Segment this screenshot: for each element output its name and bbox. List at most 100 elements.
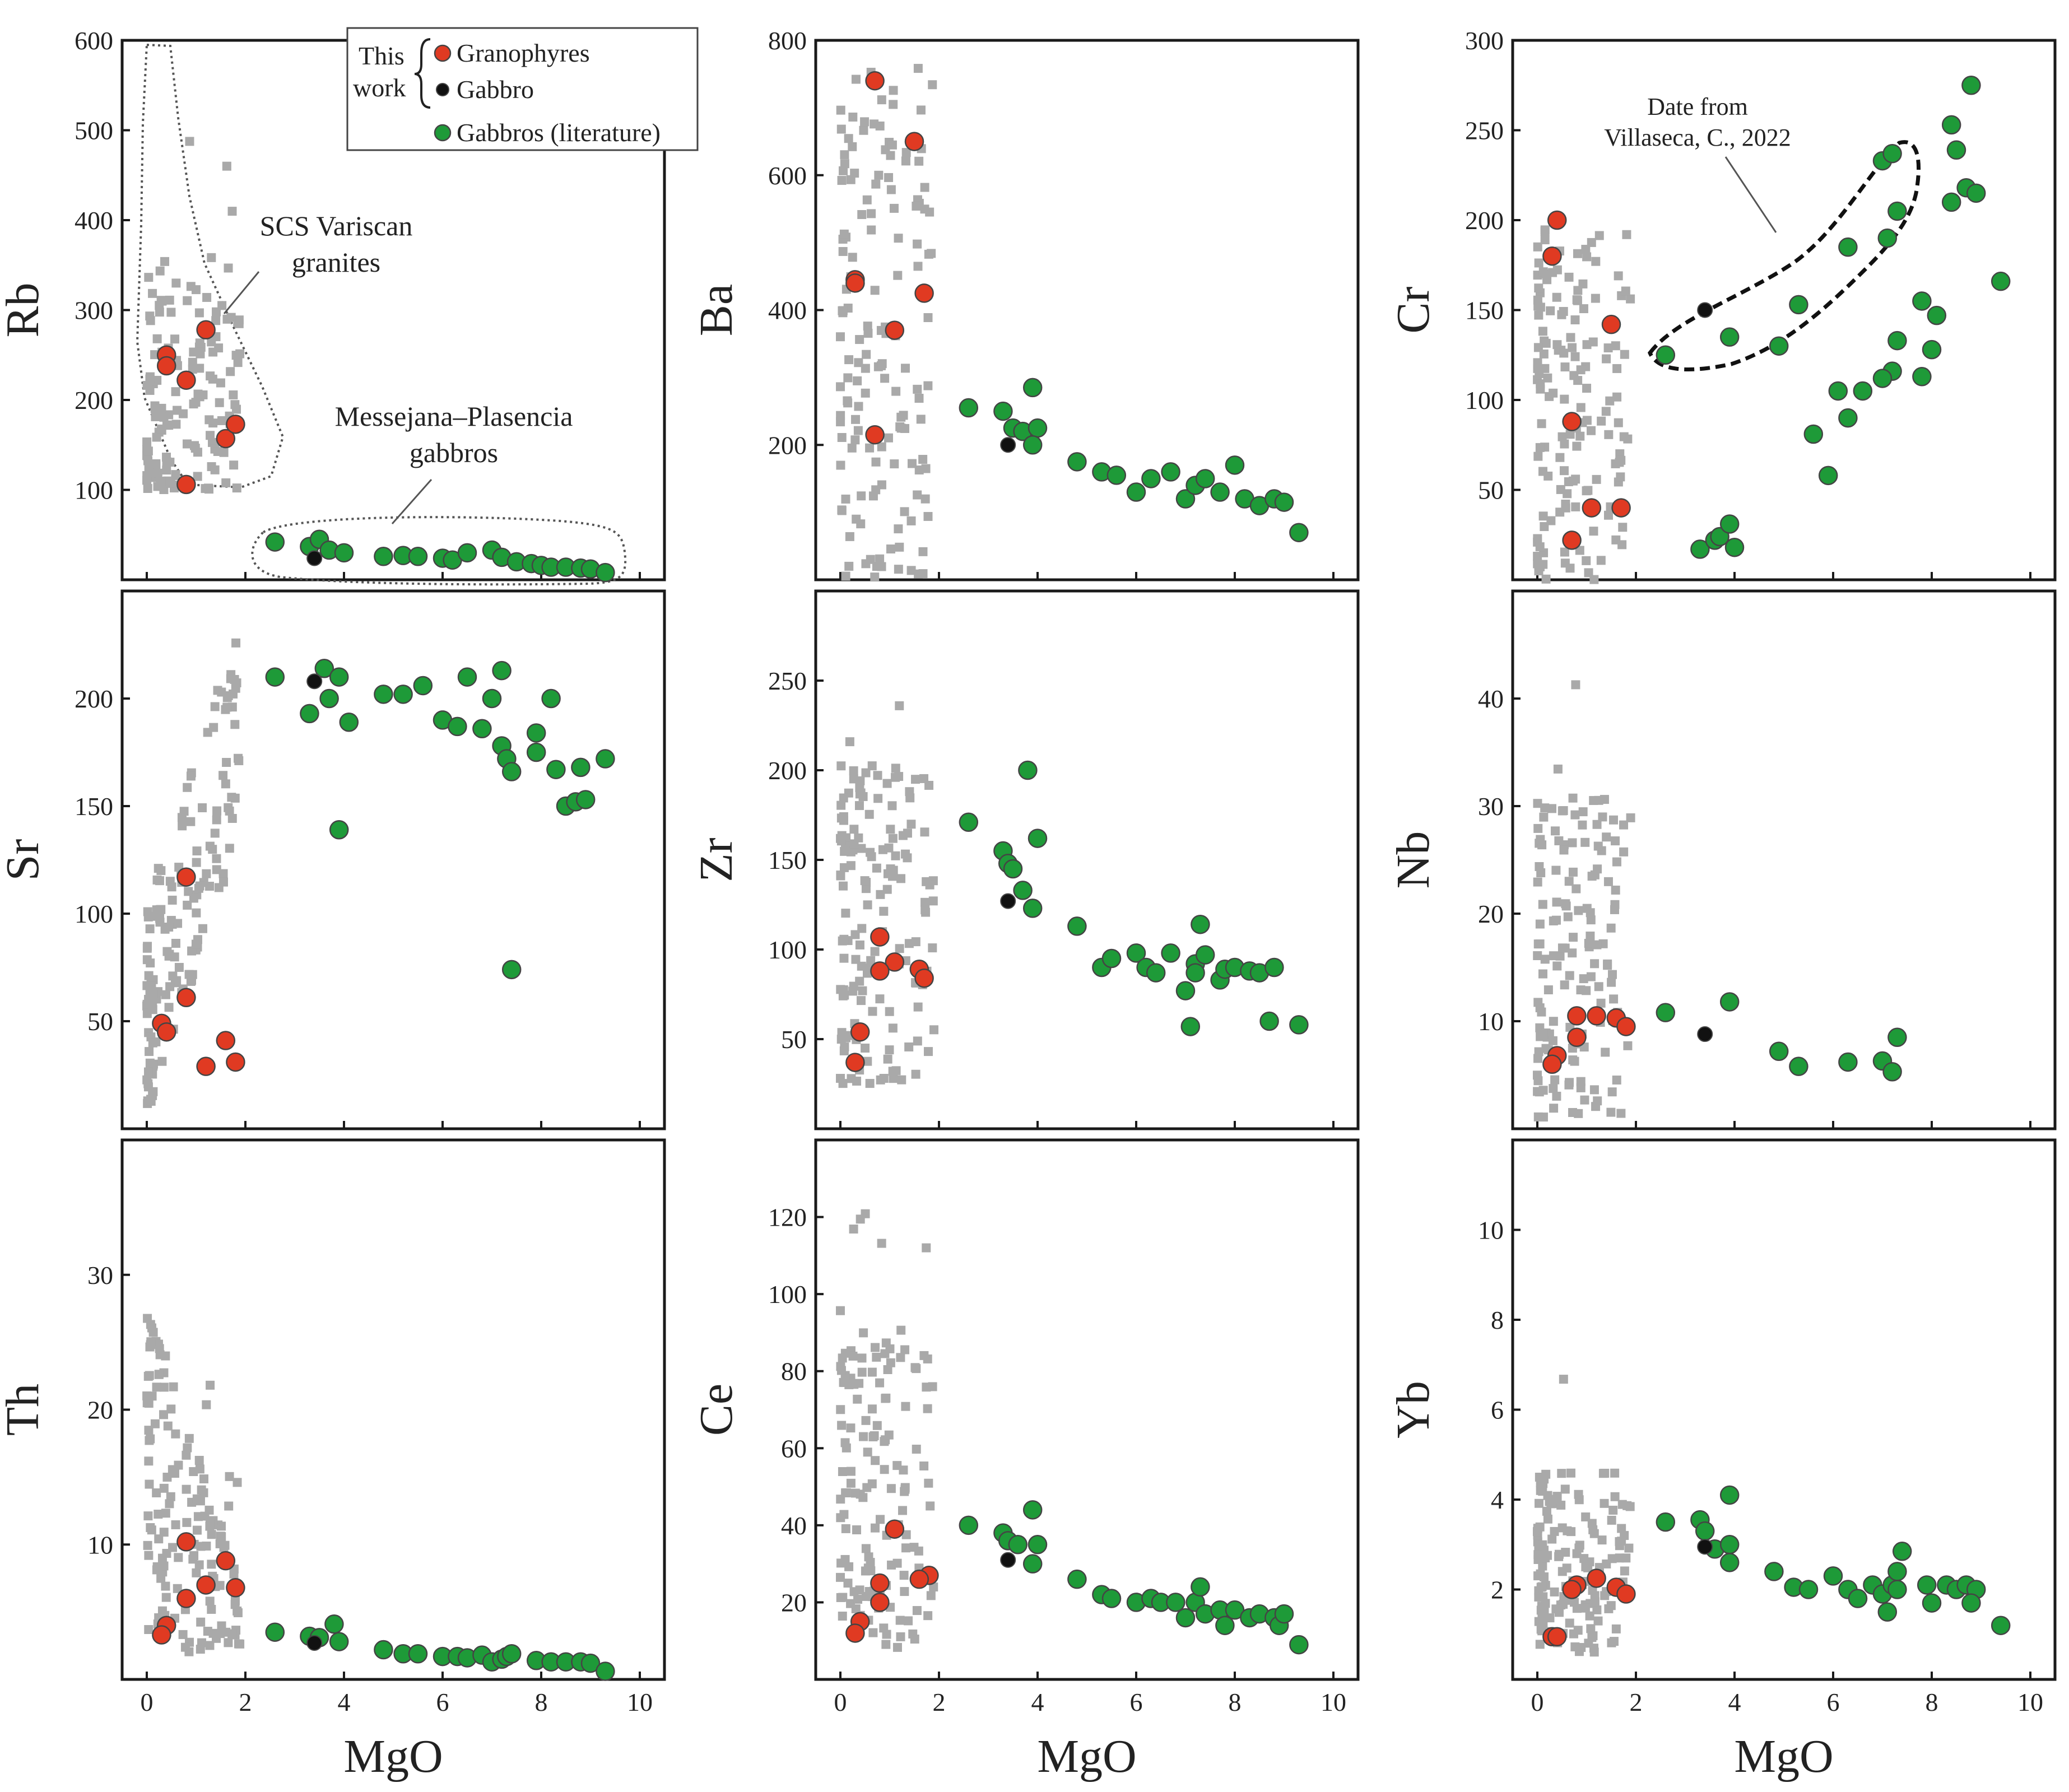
gabbro-literature-point bbox=[1101, 948, 1122, 969]
granophyre-point bbox=[176, 370, 196, 390]
granite-point bbox=[905, 787, 914, 797]
gabbro-literature-point bbox=[300, 704, 319, 724]
granite-point bbox=[872, 1421, 882, 1430]
granite-point bbox=[1584, 938, 1593, 948]
granite-point bbox=[836, 761, 846, 771]
granite-point bbox=[913, 490, 922, 500]
granite-point bbox=[849, 825, 859, 834]
granite-point bbox=[207, 1560, 216, 1569]
granite-point bbox=[155, 301, 164, 310]
granite-point bbox=[1571, 474, 1580, 484]
granite-point bbox=[928, 943, 937, 953]
granite-point bbox=[183, 1443, 192, 1453]
gabbro-literature-point bbox=[1210, 482, 1230, 502]
granite-point bbox=[1626, 813, 1635, 822]
granite-point bbox=[1564, 877, 1574, 886]
granite-point bbox=[143, 456, 152, 466]
granite-point bbox=[1560, 558, 1570, 568]
mp-label-line1: Messejana–Plasencia bbox=[335, 401, 573, 432]
granite-point bbox=[216, 378, 225, 388]
granite-point bbox=[1541, 338, 1551, 348]
granite-point bbox=[1623, 434, 1633, 444]
granite-point bbox=[879, 906, 889, 916]
granite-point bbox=[1560, 394, 1569, 404]
granite-point bbox=[864, 809, 874, 819]
granite-point bbox=[1534, 1617, 1543, 1626]
granite-point bbox=[170, 1469, 179, 1478]
granite-point bbox=[164, 421, 174, 430]
granite-point bbox=[165, 877, 175, 886]
granite-point bbox=[1584, 568, 1593, 578]
granite-point bbox=[899, 1571, 909, 1580]
granite-point bbox=[1615, 1541, 1624, 1551]
granite-point bbox=[1538, 900, 1547, 909]
granite-point bbox=[217, 1621, 226, 1631]
ytick-label-ce: 40 bbox=[781, 1511, 807, 1540]
granite-point bbox=[1597, 1535, 1607, 1545]
granite-point bbox=[1565, 971, 1574, 980]
granite-point bbox=[854, 801, 864, 811]
granite-point bbox=[171, 470, 180, 480]
granite-point bbox=[913, 1002, 923, 1012]
granite-point bbox=[1574, 906, 1583, 915]
granite-point bbox=[155, 404, 165, 414]
granite-point bbox=[165, 295, 174, 305]
granite-point bbox=[146, 1337, 156, 1347]
granite-point bbox=[877, 442, 886, 452]
granite-point bbox=[836, 1572, 845, 1582]
granite-point bbox=[866, 848, 875, 857]
granite-point bbox=[1551, 1604, 1561, 1614]
granite-point bbox=[1541, 1599, 1550, 1608]
gabbro-literature-point bbox=[329, 667, 349, 687]
granite-point bbox=[1589, 575, 1599, 584]
granite-point bbox=[152, 1562, 162, 1571]
granite-point bbox=[152, 432, 161, 442]
granite-point bbox=[193, 389, 203, 399]
granite-point bbox=[836, 985, 845, 994]
xlabel-yb: MgO bbox=[1734, 1730, 1833, 1782]
granite-point bbox=[145, 1047, 154, 1056]
gabbro-literature-point bbox=[571, 757, 591, 778]
granite-point bbox=[148, 1038, 157, 1048]
granite-point bbox=[920, 905, 930, 915]
granite-point bbox=[1569, 1629, 1578, 1639]
granite-point bbox=[850, 1488, 860, 1498]
granite-point bbox=[1616, 1109, 1626, 1118]
granite-point bbox=[1608, 970, 1617, 979]
granophyre-point bbox=[1562, 530, 1582, 550]
granite-point bbox=[863, 328, 873, 338]
granite-point bbox=[848, 142, 857, 151]
granite-point bbox=[144, 464, 154, 473]
granite-point bbox=[840, 1042, 849, 1051]
ytick-label-sr: 100 bbox=[75, 900, 113, 928]
granite-point bbox=[217, 416, 226, 425]
granophyre-point bbox=[226, 1052, 245, 1072]
granite-point bbox=[1534, 310, 1543, 320]
granite-point bbox=[856, 1214, 865, 1224]
granite-point bbox=[1534, 283, 1543, 293]
gabbro-literature-point bbox=[1764, 1562, 1784, 1581]
scs-label-line1: SCS Variscan bbox=[260, 210, 413, 241]
gabbro-literature-point bbox=[1941, 192, 1961, 212]
gabbro-literature-point bbox=[374, 547, 393, 566]
granite-point bbox=[178, 1630, 188, 1639]
gabbro-literature-point bbox=[1018, 760, 1038, 780]
granite-point bbox=[1576, 365, 1586, 375]
legend-gabbros-literature-label: Gabbros (literature) bbox=[457, 118, 661, 147]
granite-point bbox=[165, 1499, 174, 1509]
granite-point bbox=[910, 1363, 920, 1372]
granite-point bbox=[1557, 806, 1567, 816]
gabbro-literature-point bbox=[580, 1653, 601, 1673]
granite-point bbox=[166, 1404, 176, 1414]
granite-point bbox=[926, 1501, 935, 1511]
granite-point bbox=[900, 423, 910, 433]
gabbro-literature-point bbox=[1818, 466, 1838, 486]
legend-granophyres-marker bbox=[434, 44, 452, 62]
granite-point bbox=[1588, 1631, 1598, 1641]
granite-point bbox=[142, 955, 152, 965]
granite-point bbox=[923, 1047, 933, 1056]
granite-point bbox=[216, 1629, 225, 1639]
granite-point bbox=[1590, 870, 1600, 879]
granite-point bbox=[182, 439, 192, 449]
granite-point bbox=[836, 124, 846, 134]
